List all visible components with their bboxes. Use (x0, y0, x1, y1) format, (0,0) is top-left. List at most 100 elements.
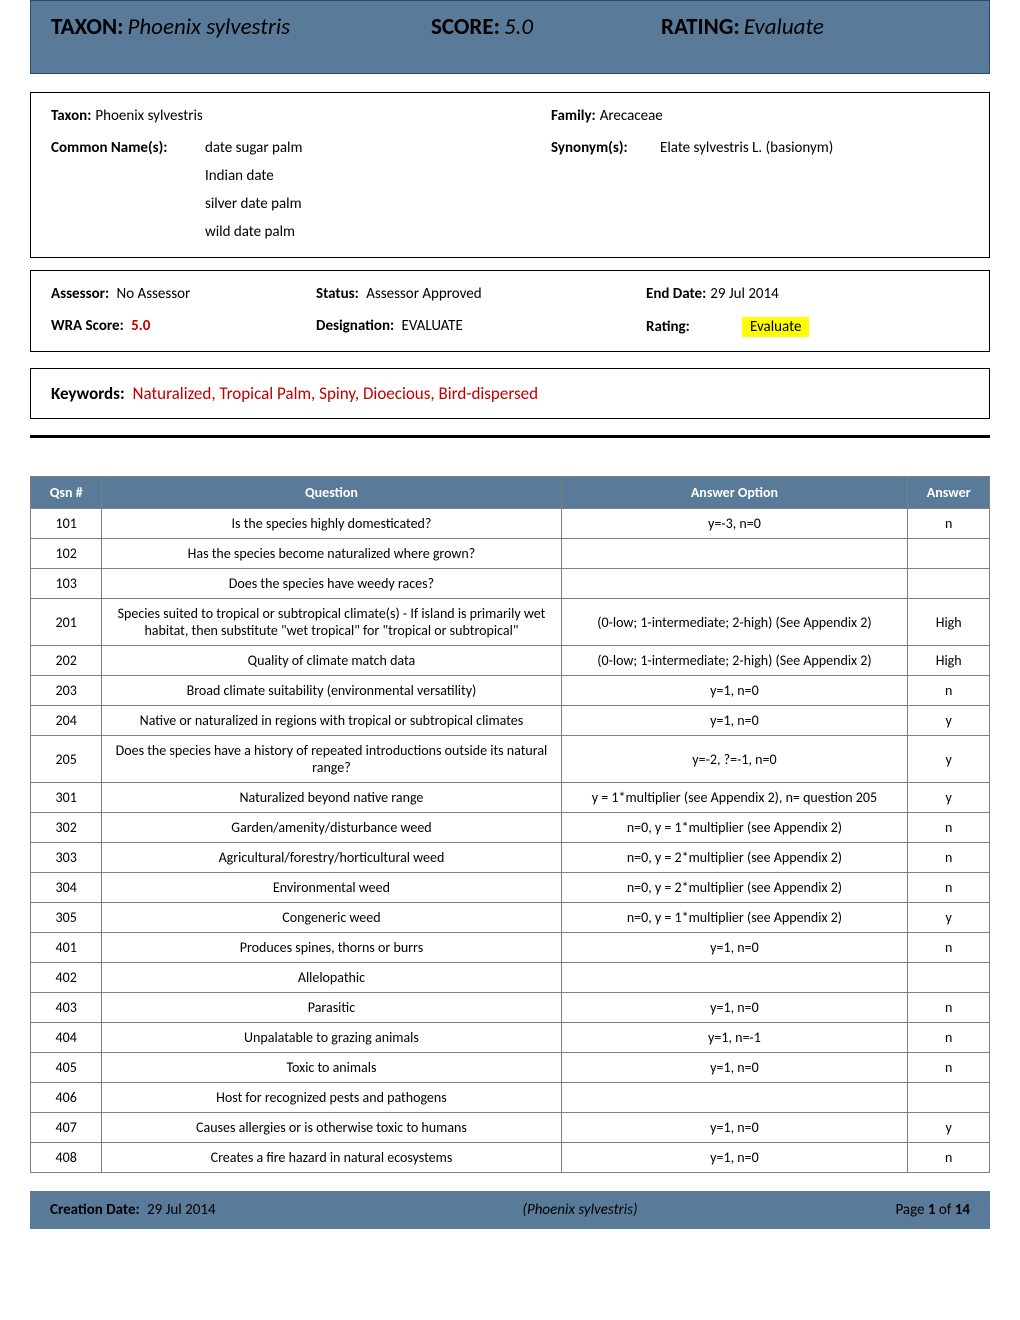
table-row: 404Unpalatable to grazing animalsy=1, n=… (31, 1023, 990, 1053)
keywords-value: Naturalized, Tropical Palm, Spiny, Dioec… (132, 383, 538, 404)
th-answer: Answer (908, 477, 990, 509)
common-name: Indian date (205, 167, 302, 185)
enddate-value: 29 Jul 2014 (710, 285, 779, 303)
table-cell: Host for recognized pests and pathogens (102, 1083, 561, 1113)
table-cell: Broad climate suitability (environmental… (102, 676, 561, 706)
table-cell: y = 1*multiplier (see Appendix 2), n= qu… (561, 783, 908, 813)
table-cell: (0-low; 1-intermediate; 2-high) (See App… (561, 599, 908, 646)
common-name: silver date palm (205, 195, 302, 213)
rating-value: Evaluate (742, 317, 809, 337)
th-option: Answer Option (561, 477, 908, 509)
table-cell: y=1, n=0 (561, 706, 908, 736)
th-qsn: Qsn # (31, 477, 102, 509)
banner-taxon-value: Phoenix sylvestris (127, 13, 290, 41)
banner-rating: RATING:Evaluate (661, 13, 969, 41)
table-cell (561, 1083, 908, 1113)
table-cell: y (908, 736, 990, 783)
table-row: 201Species suited to tropical or subtrop… (31, 599, 990, 646)
table-cell (561, 539, 908, 569)
footer-banner: Creation Date: 29 Jul 2014 (Phoenix sylv… (30, 1191, 990, 1229)
table-cell: 405 (31, 1053, 102, 1083)
table-cell: y=-3, n=0 (561, 509, 908, 539)
table-cell: 304 (31, 873, 102, 903)
table-cell: 407 (31, 1113, 102, 1143)
banner-score-label: SCORE: (431, 13, 500, 41)
table-cell: 403 (31, 993, 102, 1023)
table-cell: Native or naturalized in regions with tr… (102, 706, 561, 736)
status-label: Status: (316, 285, 359, 303)
table-cell: 202 (31, 646, 102, 676)
table-cell: n (908, 1023, 990, 1053)
table-cell: n (908, 509, 990, 539)
table-cell: 201 (31, 599, 102, 646)
table-cell: 408 (31, 1143, 102, 1173)
table-cell: High (908, 599, 990, 646)
table-cell (908, 569, 990, 599)
table-cell: y (908, 1113, 990, 1143)
table-cell: n (908, 933, 990, 963)
table-cell: Species suited to tropical or subtropica… (102, 599, 561, 646)
footer-creation-label: Creation Date: (50, 1201, 140, 1219)
table-cell: 103 (31, 569, 102, 599)
table-cell: y=1, n=0 (561, 933, 908, 963)
table-row: 305Congeneric weedn=0, y = 1*multiplier … (31, 903, 990, 933)
table-row: 202Quality of climate match data(0-low; … (31, 646, 990, 676)
banner-taxon: TAXON:Phoenix sylvestris (51, 13, 431, 41)
th-question: Question (102, 477, 561, 509)
rating-label: Rating: (646, 318, 708, 336)
table-cell: 401 (31, 933, 102, 963)
taxon-info-box: Taxon: Phoenix sylvestris Family: Arecac… (30, 92, 990, 258)
banner-rating-value: Evaluate (744, 13, 824, 41)
table-cell (908, 539, 990, 569)
table-cell: Allelopathic (102, 963, 561, 993)
section-divider (30, 435, 990, 438)
table-cell: Causes allergies or is otherwise toxic t… (102, 1113, 561, 1143)
table-cell: 102 (31, 539, 102, 569)
table-cell: 203 (31, 676, 102, 706)
table-row: 203Broad climate suitability (environmen… (31, 676, 990, 706)
table-cell: Parasitic (102, 993, 561, 1023)
table-cell: Toxic to animals (102, 1053, 561, 1083)
table-cell: Agricultural/forestry/horticultural weed (102, 843, 561, 873)
table-row: 303Agricultural/forestry/horticultural w… (31, 843, 990, 873)
table-row: 204Native or naturalized in regions with… (31, 706, 990, 736)
synonym-value: Elate sylvestris L. (basionym) (660, 139, 833, 157)
table-cell: n=0, y = 1*multiplier (see Appendix 2) (561, 813, 908, 843)
table-cell: n (908, 843, 990, 873)
table-cell: y=1, n=0 (561, 1143, 908, 1173)
title-banner: TAXON:Phoenix sylvestris SCORE:5.0 RATIN… (30, 0, 990, 74)
table-cell: y (908, 783, 990, 813)
common-name: date sugar palm (205, 139, 302, 157)
table-cell: n (908, 676, 990, 706)
table-row: 408Creates a fire hazard in natural ecos… (31, 1143, 990, 1173)
table-cell: High (908, 646, 990, 676)
table-row: 302Garden/amenity/disturbance weedn=0, y… (31, 813, 990, 843)
table-row: 407Causes allergies or is otherwise toxi… (31, 1113, 990, 1143)
footer-page: Page 1 of 14 (730, 1201, 970, 1219)
table-row: 205Does the species have a history of re… (31, 736, 990, 783)
table-cell: y=1, n=0 (561, 1053, 908, 1083)
designation-label: Designation: (316, 317, 394, 335)
keywords-box: Keywords: Naturalized, Tropical Palm, Sp… (30, 368, 990, 419)
common-names-label: Common Name(s): (51, 139, 201, 157)
banner-score-value: 5.0 (504, 13, 533, 41)
table-cell: 404 (31, 1023, 102, 1053)
table-row: 403Parasiticy=1, n=0n (31, 993, 990, 1023)
taxon-label: Taxon: (51, 107, 91, 125)
wra-value: 5.0 (131, 317, 150, 335)
status-value: Assessor Approved (366, 285, 481, 303)
table-cell: (0-low; 1-intermediate; 2-high) (See App… (561, 646, 908, 676)
table-cell: y=1, n=0 (561, 993, 908, 1023)
banner-rating-label: RATING: (661, 13, 740, 41)
table-cell (561, 963, 908, 993)
table-cell: n (908, 993, 990, 1023)
table-row: 406Host for recognized pests and pathoge… (31, 1083, 990, 1113)
table-cell: y=1, n=0 (561, 676, 908, 706)
banner-score: SCORE:5.0 (431, 13, 661, 41)
table-cell (561, 569, 908, 599)
taxon-value: Phoenix sylvestris (95, 107, 202, 125)
table-cell: Has the species become naturalized where… (102, 539, 561, 569)
keywords-label: Keywords: (51, 383, 125, 404)
table-cell: Is the species highly domesticated? (102, 509, 561, 539)
table-cell: 204 (31, 706, 102, 736)
